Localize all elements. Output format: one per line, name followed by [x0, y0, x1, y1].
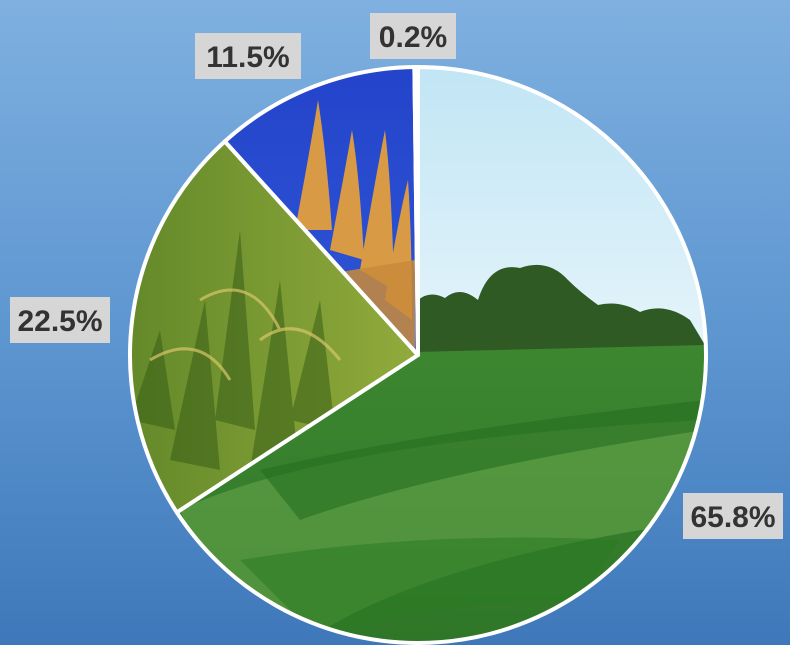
data-label: 22.5%: [10, 297, 110, 343]
data-label-text: 0.2%: [379, 21, 447, 54]
pie-slice-hay: [174, 65, 708, 645]
pie-slice-corn: [128, 139, 420, 515]
pie-slice-wheat: [222, 65, 420, 357]
data-label: 0.2%: [370, 13, 456, 59]
data-label-text: 22.5%: [17, 305, 102, 338]
data-label-box: [370, 13, 456, 59]
data-label-text: 11.5%: [206, 41, 289, 74]
data-label-box: [683, 493, 783, 539]
data-label-box: [10, 297, 110, 343]
data-label: 11.5%: [195, 33, 301, 79]
data-label: 65.8%: [683, 493, 783, 539]
pie-slice-other: [412, 64, 420, 357]
data-label-box: [195, 33, 301, 79]
data-label-text: 65.8%: [690, 501, 775, 534]
